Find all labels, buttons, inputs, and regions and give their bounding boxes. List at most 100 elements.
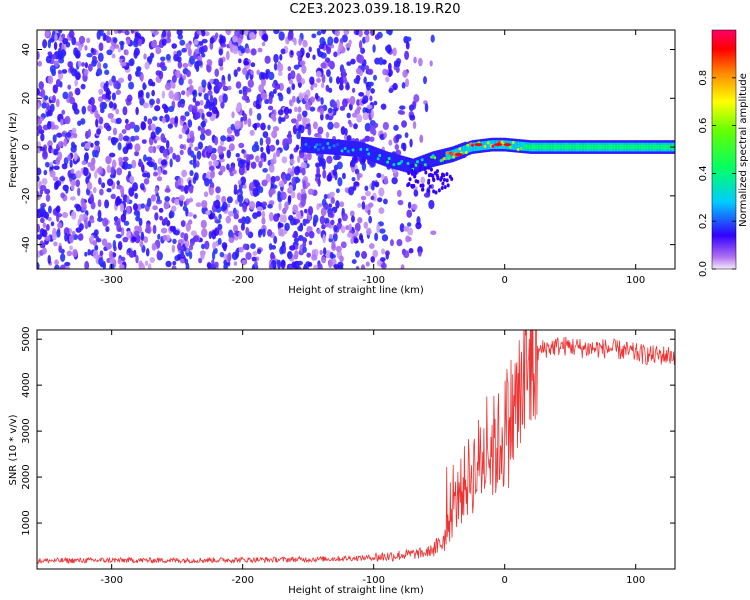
spectrogram-cell: [242, 203, 248, 213]
signal-band-peak: [656, 144, 659, 150]
signal-band-core: [465, 144, 469, 154]
spectrogram-cell: [284, 222, 290, 231]
spectrogram-cell: [178, 194, 185, 201]
signal-band-core: [476, 141, 480, 151]
signal-band-peak: [582, 144, 585, 150]
spectrogram-cell: [126, 230, 132, 240]
spectrogram-cell: [293, 166, 301, 176]
signal-band-cell: [393, 153, 396, 170]
colorbar-tick-label: 0.0: [698, 261, 709, 277]
spectrogram-cell: [169, 209, 175, 219]
spectrogram-cell: [96, 128, 102, 135]
signal-smear: [413, 174, 417, 179]
spectrogram-cell: [316, 47, 321, 53]
spectrogram-cell: [160, 227, 168, 234]
spectrogram-cell: [405, 41, 410, 50]
spectrogram-cell: [53, 241, 58, 247]
spectrogram-cell: [52, 134, 57, 143]
spectrogram-cell: [162, 169, 168, 175]
spectrogram-cell: [353, 237, 359, 244]
signal-band-core: [513, 141, 516, 150]
spectrogram-cell: [135, 106, 139, 116]
spectrogram-cell: [346, 232, 353, 238]
spectrogram-cell: [200, 219, 207, 229]
spectrogram-cell: [341, 34, 348, 43]
spectrogram-cell: [220, 43, 227, 48]
spectrogram-cell: [358, 30, 363, 38]
spectrogram-cell: [315, 162, 321, 168]
spectrogram-cell: [79, 213, 84, 222]
spectrogram-cell: [72, 249, 78, 258]
spectrogram-cell: [337, 177, 343, 187]
spectrogram-cell: [374, 232, 379, 242]
spectrogram-cell: [249, 200, 256, 210]
spectrogram-cell: [289, 158, 295, 165]
spectrogram-cell: [378, 56, 384, 66]
spectrogram-cell: [52, 94, 56, 104]
spectrogram-cell: [307, 261, 313, 267]
spectrogram-cell: [289, 245, 296, 251]
spectrogram-ytick-label: -20: [21, 188, 32, 204]
spectrogram-cell: [101, 238, 108, 247]
spectrogram-cell: [50, 103, 55, 113]
spectrogram-cell: [54, 33, 58, 42]
spectrogram-cell: [45, 55, 52, 64]
spectrogram-cell: [92, 249, 99, 259]
spectrogram-cell: [287, 66, 292, 72]
spectrogram-cell: [335, 188, 340, 194]
spectrogram-cell: [56, 213, 60, 223]
spectrogram-cell: [293, 37, 297, 46]
spectrogram-cell: [206, 145, 213, 154]
spectrogram-cell: [80, 83, 86, 90]
spectrogram-cell: [407, 227, 414, 236]
spectrogram-cell: [201, 38, 208, 44]
signal-band-cell: [341, 140, 344, 156]
spectrogram-cell: [180, 115, 187, 122]
spectrogram-cell: [332, 101, 338, 109]
spectrogram-cell: [383, 198, 388, 205]
spectrogram-cell: [137, 38, 143, 47]
spectrogram-cell: [63, 138, 68, 147]
spectrogram-cell: [303, 208, 308, 214]
signal-band-cell: [407, 157, 410, 174]
spectrogram-cell: [346, 112, 351, 119]
spectrogram-cell: [43, 95, 49, 101]
spectrogram-cell: [293, 237, 300, 243]
spectrogram-cell: [83, 167, 89, 177]
spectrogram-cell: [153, 171, 159, 177]
signal-band-core: [456, 148, 459, 157]
signal-band-peak: [651, 144, 654, 150]
spectrogram-cell: [287, 250, 293, 260]
spectrogram-cell: [406, 209, 413, 218]
spectrogram-cell: [329, 191, 335, 198]
spectrogram-cell: [296, 72, 302, 83]
signal-smear: [432, 177, 436, 182]
spectrogram-cell: [115, 108, 120, 115]
spectrogram-cell: [382, 68, 388, 76]
spectrogram-cell: [401, 82, 406, 89]
signal-band-peak: [648, 144, 651, 150]
spectrogram-cell: [101, 101, 108, 110]
spectrogram-cell: [63, 157, 69, 166]
spectrogram-cell: [297, 113, 302, 122]
spectrogram-cell: [112, 127, 118, 136]
spectrogram-cell: [208, 160, 213, 167]
spectrogram-cell: [89, 234, 95, 242]
spectrogram-cell: [53, 165, 60, 171]
spectrogram-cell: [276, 259, 281, 265]
spectrogram-cell: [214, 261, 219, 268]
spectrogram-cell: [385, 76, 390, 83]
spectrogram-cell: [338, 42, 344, 52]
spectrogram-cell: [80, 142, 85, 148]
spectrogram-cell: [218, 57, 224, 66]
spectrogram-cell: [73, 108, 80, 115]
spectrogram-cell: [313, 214, 319, 224]
spectrogram-cell: [94, 144, 100, 152]
spectrogram-cell: [171, 75, 177, 83]
spectrogram-cell: [309, 106, 316, 112]
spectrogram-cell: [73, 151, 78, 162]
spectrogram-cell: [306, 252, 311, 258]
spectrogram-cell: [44, 161, 50, 168]
spectrogram-cell: [146, 197, 152, 208]
spectrogram-cell: [362, 107, 368, 114]
